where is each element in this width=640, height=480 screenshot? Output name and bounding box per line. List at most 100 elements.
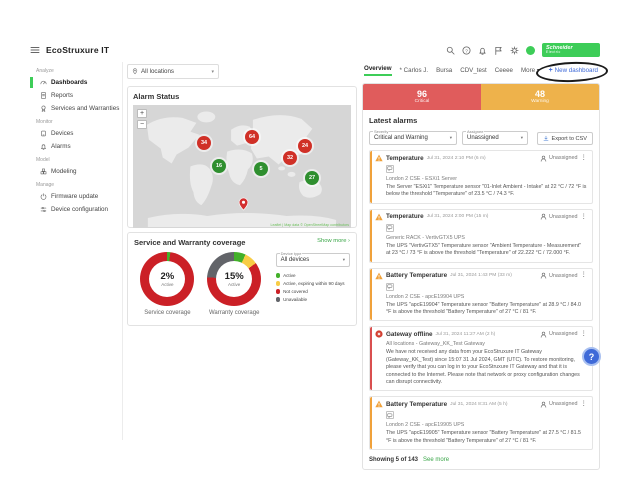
severity-filter-select[interactable]: Severity Critical and Warning ▾: [369, 129, 457, 145]
tab-cdv-test[interactable]: CDV_test: [460, 66, 487, 74]
alarm-status-map[interactable]: + − 34 64 24 32 16 5 27 Leaflet | Map da…: [133, 105, 351, 228]
map-cluster-badge[interactable]: 32: [283, 151, 297, 165]
person-icon: [540, 155, 547, 162]
map-cluster-badge[interactable]: 34: [197, 136, 211, 150]
settings-icon[interactable]: [510, 45, 519, 55]
map-cluster-badge[interactable]: 5: [254, 162, 268, 176]
sidebar-item-dashboards[interactable]: Dashboards: [30, 76, 122, 89]
user-avatar[interactable]: [526, 45, 535, 55]
assignee-chip[interactable]: Unassigned: [540, 155, 578, 162]
alarm-summary-banner: 96 Critical 48 Warning: [363, 84, 599, 110]
comment-icon[interactable]: [386, 165, 394, 173]
alarm-description: We have not received any data from your …: [386, 349, 580, 386]
download-icon: [543, 135, 548, 142]
sidebar-section-model: Model: [36, 157, 50, 163]
dashboard-tabs: Overview * Carlos J. Bursa CDV_test Ceee…: [362, 62, 600, 78]
map-zoom-out-button[interactable]: −: [137, 120, 147, 129]
menu-icon[interactable]: [30, 46, 40, 54]
alarm-description: The UPS "VertivGTX5" Temperature sensor …: [386, 242, 582, 257]
alarm-row[interactable]: Gateway offline Jul 31, 2024 11:27 AM (2…: [369, 326, 593, 392]
show-more-link[interactable]: Show more ›: [317, 238, 350, 244]
svg-text:?: ?: [465, 48, 468, 54]
alarm-row[interactable]: Temperature Jul 31, 2024 2:00 PM (15 m) …: [369, 208, 593, 263]
sidebar-item-firmware-update[interactable]: Firmware update: [30, 190, 122, 203]
help-icon[interactable]: ?: [462, 45, 471, 55]
assignee-chip[interactable]: Unassigned: [540, 401, 578, 408]
assignee-filter-select[interactable]: Assignee Unassigned ▾: [462, 129, 528, 145]
app-title: EcoStruxure IT: [46, 45, 110, 55]
service-coverage-chart[interactable]: 2% Active: [140, 252, 195, 306]
coverage-title: Service and Warranty coverage: [134, 238, 246, 247]
alarm-row[interactable]: Temperature Jul 31, 2024 2:10 PM (6 m) U…: [369, 150, 593, 204]
ribbon-icon: [41, 105, 46, 112]
sidebar-item-services-warranties[interactable]: Services and Warranties: [30, 102, 122, 115]
notifications-icon[interactable]: [478, 46, 487, 55]
kebab-menu-icon[interactable]: ⋮: [580, 271, 588, 279]
sidebar-item-devices[interactable]: Devices: [30, 127, 122, 140]
tab-more[interactable]: More ▾: [520, 66, 540, 74]
assignee-chip[interactable]: Unassigned: [540, 272, 578, 279]
sidebar-item-alarms[interactable]: Alarms: [30, 140, 122, 153]
alarm-location: London 2 CSE - apcE19904 UPS: [386, 293, 465, 300]
device-type-select[interactable]: Device type All devices ▾: [275, 251, 350, 267]
service-coverage-donut: 2% Active Service coverage: [134, 252, 201, 316]
warning-summary[interactable]: 48 Warning: [481, 84, 599, 110]
device-icon: [41, 130, 46, 137]
alarm-row[interactable]: Battery Temperature Jul 31, 2024 8:31 AM…: [369, 396, 593, 451]
map-attribution[interactable]: Leaflet | Map data © OpenStreetMap contr…: [270, 223, 350, 227]
latest-alarms-title: Latest alarms: [369, 116, 418, 125]
warning-icon: [375, 272, 383, 279]
location-filter-dropdown[interactable]: All locations ▾: [127, 64, 219, 79]
warning-icon: [375, 401, 383, 408]
alarm-status-card: Alarm Status + − 34 64 24 32 16 5: [127, 86, 357, 228]
critical-summary[interactable]: 96 Critical: [363, 84, 481, 110]
comment-icon[interactable]: [386, 223, 394, 232]
see-more-link[interactable]: See more: [423, 457, 450, 464]
sidebar-item-reports[interactable]: Reports: [30, 89, 122, 102]
map-cluster-badge[interactable]: 64: [245, 130, 259, 144]
chevron-down-icon: ▾: [520, 135, 523, 140]
comment-icon[interactable]: [386, 282, 394, 291]
warranty-coverage-chart[interactable]: 15% Active: [207, 252, 262, 306]
comment-icon[interactable]: [386, 411, 394, 420]
search-icon[interactable]: [446, 46, 455, 55]
latest-alarms-card: 96 Critical 48 Warning Latest alarms Sev…: [362, 83, 600, 471]
kebab-menu-icon[interactable]: ⋮: [580, 153, 588, 161]
sidebar-item-device-configuration[interactable]: Device configuration: [30, 203, 122, 216]
legend-dot: [275, 289, 281, 294]
kebab-menu-icon[interactable]: ⋮: [580, 212, 588, 220]
tab-carlos[interactable]: * Carlos J.: [399, 66, 429, 74]
map-cluster-badge[interactable]: 16: [212, 159, 226, 173]
top-bar: EcoStruxure IT ? Schneider Electric: [30, 40, 600, 60]
export-csv-button[interactable]: Export to CSV: [536, 132, 593, 145]
kebab-menu-icon[interactable]: ⋮: [580, 330, 588, 338]
alarm-location: London 2 CSE - ESXi1 Server: [386, 176, 457, 182]
alarm-bell-icon: [41, 144, 46, 150]
map-cluster-badge[interactable]: 27: [305, 171, 319, 185]
chevron-down-icon: ▾: [342, 257, 345, 262]
map-cluster-badge[interactable]: 24: [298, 139, 312, 153]
tab-ceeee[interactable]: Ceeee: [494, 66, 513, 74]
legend-item: Active: [275, 273, 350, 278]
map-zoom-in-button[interactable]: +: [137, 109, 147, 118]
map-marker-icon[interactable]: [238, 197, 249, 211]
document-icon: [41, 92, 46, 99]
feedback-icon[interactable]: [494, 46, 503, 55]
alarm-status-title: Alarm Status: [133, 92, 180, 101]
new-dashboard-button[interactable]: + New dashboard: [548, 66, 598, 74]
person-icon: [540, 272, 547, 279]
tab-overview[interactable]: Overview: [364, 65, 392, 76]
help-fab[interactable]: ?: [582, 347, 601, 366]
assignee-chip[interactable]: Unassigned: [540, 331, 578, 338]
cubes-icon: [40, 168, 47, 175]
sidebar-item-modeling[interactable]: Modeling: [30, 165, 122, 178]
alarm-row[interactable]: Battery Temperature Jul 31, 2024 1:43 PM…: [369, 267, 593, 322]
assignee-chip[interactable]: Unassigned: [540, 213, 578, 220]
kebab-menu-icon[interactable]: ⋮: [580, 400, 588, 408]
chevron-down-icon: ▾: [211, 68, 214, 75]
sidebar-section-analyze: Analyze: [36, 68, 54, 74]
location-pin-icon: [132, 68, 138, 75]
warning-icon: [375, 154, 383, 162]
tab-bursa[interactable]: Bursa: [436, 66, 453, 74]
schneider-logo: Schneider Electric: [542, 43, 600, 57]
